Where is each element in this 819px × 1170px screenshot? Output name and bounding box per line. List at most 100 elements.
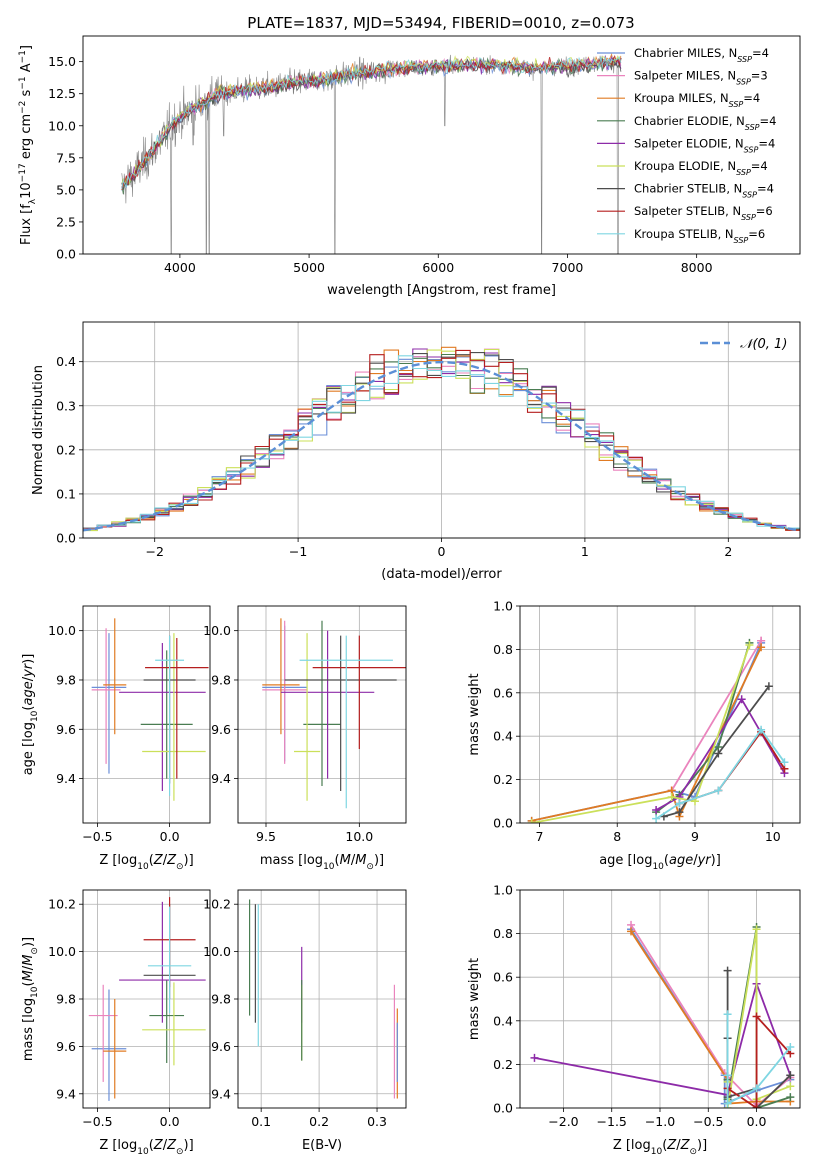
plot-area xyxy=(88,897,206,1101)
plot-area xyxy=(527,636,789,823)
y-tick-label: 9.8 xyxy=(211,992,231,1007)
plot-area xyxy=(121,52,622,254)
legend-label: 𝒩(0, 1) xyxy=(740,337,787,352)
x-axis-label: mass [log10(M/M⊙)] xyxy=(260,853,384,872)
y-axis-label-part: 10 xyxy=(19,182,34,199)
x-axis-label: E(B-V) xyxy=(302,1138,342,1153)
x-axis-label-part: ( xyxy=(664,853,669,868)
axes-frame xyxy=(82,889,211,1109)
y-axis-label-part: A xyxy=(19,63,34,76)
y-axis-label-part: Normed distribution xyxy=(31,365,46,495)
normal-curve xyxy=(83,360,800,532)
legend-label-main: Chabrier ELODIE, N xyxy=(634,114,745,128)
legend-label-main: Chabrier MILES, N xyxy=(634,46,737,60)
x-tick-label: −1 xyxy=(289,544,307,559)
x-tick-label: 1 xyxy=(581,544,589,559)
y-tick-label: 10.0 xyxy=(203,944,231,959)
weight-point-marker xyxy=(752,1104,761,1108)
x-axis-label-part: )] xyxy=(184,1138,194,1153)
x-tick-label: −2 xyxy=(145,544,163,559)
y-axis-label-part: mass weight xyxy=(467,673,482,755)
x-axis-label-part: ⊙ xyxy=(176,1147,184,1157)
legend-label-sub: SSP xyxy=(744,145,759,154)
legend-label-count: =4 xyxy=(751,159,768,173)
x-axis-label-part: Z [log xyxy=(99,1138,137,1153)
y-tick-label: 0.2 xyxy=(493,772,513,787)
y-axis-label-part: yr xyxy=(21,662,36,678)
legend-label: Chabrier STELIB, NSSP=4 xyxy=(634,182,774,200)
legend-label-sub: SSP xyxy=(741,213,756,222)
legend-label-sub: SSP xyxy=(736,77,751,86)
weight-point-marker xyxy=(786,1042,795,1051)
legend-label-sub: SSP xyxy=(729,100,744,109)
y-tick-label: 2.5 xyxy=(56,214,76,229)
figure-title: PLATE=1837, MJD=53494, FIBERID=0010, z=0… xyxy=(247,14,634,32)
y-axis-label-part: 10 xyxy=(30,710,40,722)
legend-label: Salpeter ELODIE, NSSP=4 xyxy=(634,136,775,154)
y-tick-label: 9.6 xyxy=(56,722,76,737)
y-axis-label: mass [log10(M/M⊙)] xyxy=(21,937,40,1061)
mass-vs-ebv-panel: 0.1 0.2 0.3 9.4 9.6 9.8 10.0 10.2 E(B-V) xyxy=(203,889,407,1153)
y-axis-label-part: −2 xyxy=(18,101,28,114)
y-tick-label: 0.2 xyxy=(56,442,76,457)
x-tick-label: 5000 xyxy=(293,260,325,275)
weight-point-marker xyxy=(667,792,676,801)
x-tick-label: 8 xyxy=(613,829,621,844)
weight-point-marker xyxy=(675,799,684,808)
axes-frame xyxy=(82,35,801,255)
model-spectrum xyxy=(121,55,622,190)
y-axis-label-part: ⊙ xyxy=(30,947,40,955)
legend-label-count: =4 xyxy=(760,114,777,128)
x-tick-label: 0.3 xyxy=(367,1114,387,1129)
y-axis-label-part: / xyxy=(21,965,36,970)
x-axis-label-part: mass [log xyxy=(260,853,323,868)
weight-point-marker xyxy=(757,725,766,734)
x-axis-label: age [log10(age/yr)] xyxy=(599,853,721,872)
legend-label-main: Salpeter ELODIE, N xyxy=(634,136,744,150)
weight-point-marker xyxy=(714,749,723,758)
model-spectrum xyxy=(121,54,622,190)
x-tick-label: −1.5 xyxy=(597,1114,627,1129)
weight-point-marker xyxy=(752,1084,761,1093)
x-axis-label-part: / xyxy=(676,1138,681,1153)
legend-label: Kroupa STELIB, NSSP=6 xyxy=(634,227,765,245)
y-tick-label: 0.4 xyxy=(493,729,513,744)
y-tick-label: 0.2 xyxy=(493,1057,513,1072)
y-axis-label-part: −17 xyxy=(18,163,28,182)
y-tick-label: 1.0 xyxy=(493,599,513,614)
x-tick-label: 8000 xyxy=(681,260,713,275)
y-axis-label-part: )] xyxy=(21,654,36,664)
x-axis-label-part: / xyxy=(163,853,168,868)
weight-series-line xyxy=(670,640,762,791)
x-axis-label-part: 10 xyxy=(651,1147,663,1157)
y-tick-label: 1.0 xyxy=(493,883,513,898)
x-tick-label: 9.5 xyxy=(256,829,276,844)
x-tick-label: −0.5 xyxy=(82,1114,112,1129)
axes-frame xyxy=(237,889,407,1109)
legend-label-sub: SSP xyxy=(736,168,751,177)
residual-histogram xyxy=(83,348,800,532)
legend-label-count: =6 xyxy=(748,227,765,241)
legend-label-count: =4 xyxy=(758,136,775,150)
x-tick-label: −1.0 xyxy=(645,1114,675,1129)
x-tick-label: −0.5 xyxy=(693,1114,723,1129)
legend-label-sub: SSP xyxy=(745,122,760,131)
y-tick-label: 9.4 xyxy=(56,1086,76,1101)
y-tick-label: 9.4 xyxy=(56,771,76,786)
weight-point-marker xyxy=(723,966,732,975)
weight-point-marker xyxy=(757,643,766,652)
x-axis-label: Z [log10(Z/Z⊙)] xyxy=(99,1138,193,1157)
legend-label-count: =4 xyxy=(743,91,760,105)
legend-label-count: =4 xyxy=(752,46,769,60)
spectrum-panel: 4000 5000 6000 7000 8000 0.0 2.5 5.0 7.5 10.0 12.5… xyxy=(18,35,801,298)
y-tick-label: 10.0 xyxy=(48,118,76,133)
y-tick-label: 0.4 xyxy=(493,1013,513,1028)
axes-frame xyxy=(82,605,211,824)
weight-vs-metallicity-panel: −2.0 −1.5 −1.0 −0.5 0.0 0.0 0.2 0.4 0.6 0.8 1.0 Z [… xyxy=(467,883,801,1157)
plot-area xyxy=(91,618,209,801)
axes-frame xyxy=(519,889,801,1109)
y-axis-label-part: )] xyxy=(21,937,36,947)
legend-label-sub: SSP xyxy=(737,55,752,64)
